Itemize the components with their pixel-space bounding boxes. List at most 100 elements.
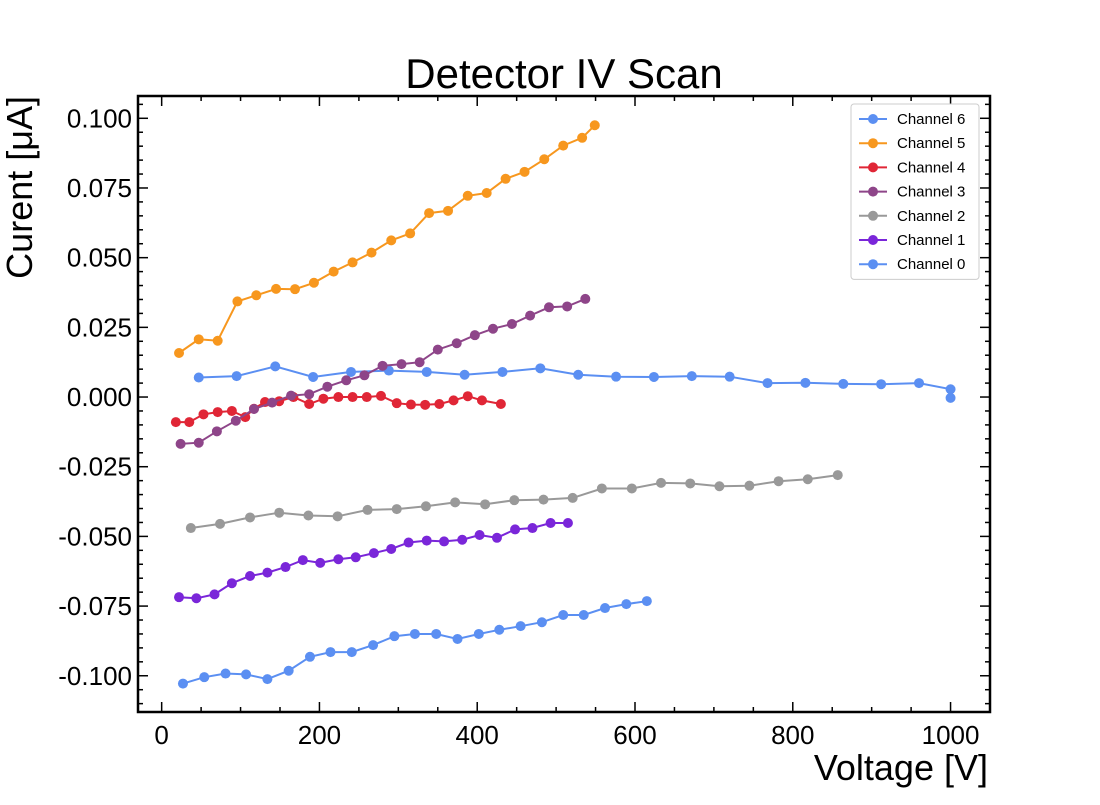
data-point <box>315 557 326 568</box>
data-point <box>773 476 784 487</box>
data-point <box>174 592 185 603</box>
data-point <box>462 391 473 402</box>
x-tick-label: 0 <box>154 720 168 750</box>
data-point <box>359 370 370 381</box>
data-point <box>361 392 372 403</box>
data-point <box>558 610 569 621</box>
data-point <box>304 651 315 662</box>
data-point <box>480 499 491 510</box>
data-point <box>580 293 591 304</box>
data-point <box>220 668 231 679</box>
data-point <box>562 518 573 529</box>
data-point <box>539 154 550 165</box>
data-point <box>500 173 511 184</box>
series-channel-0 <box>177 596 652 689</box>
data-point <box>209 589 220 600</box>
data-point <box>573 369 584 380</box>
data-point <box>600 603 611 614</box>
data-point <box>270 361 281 372</box>
data-point <box>567 492 578 503</box>
data-point <box>333 554 344 565</box>
data-point <box>448 395 459 406</box>
data-point <box>212 335 223 346</box>
data-point <box>497 366 508 377</box>
data-point <box>304 399 315 409</box>
data-point <box>193 334 204 345</box>
data-point <box>641 596 652 607</box>
data-point <box>495 399 506 409</box>
data-point <box>215 518 226 529</box>
x-tick-label: 1000 <box>922 720 980 750</box>
data-point <box>231 371 242 382</box>
data-point <box>589 120 600 131</box>
data-point <box>506 319 517 330</box>
data-point <box>346 647 357 658</box>
data-point <box>198 409 209 420</box>
data-point <box>744 480 755 491</box>
data-point <box>432 344 443 355</box>
legend-swatch-marker <box>868 138 878 149</box>
data-point <box>347 392 358 403</box>
data-point <box>245 512 256 523</box>
legend-label: Channel 4 <box>897 159 965 176</box>
data-point <box>515 621 526 632</box>
legend-swatch-marker <box>868 186 878 197</box>
y-tick-label: -0.100 <box>58 661 132 691</box>
data-point <box>267 397 278 408</box>
data-point <box>391 504 402 515</box>
data-point <box>876 379 887 390</box>
data-point <box>420 501 431 512</box>
data-point <box>577 132 588 143</box>
data-point <box>318 393 329 404</box>
data-point <box>474 530 485 541</box>
y-axis-label: Curent [μA] <box>0 96 40 279</box>
data-point <box>405 399 416 410</box>
data-point <box>240 412 251 423</box>
data-point <box>476 395 487 406</box>
legend-swatch-marker <box>868 235 878 245</box>
data-point <box>434 399 445 409</box>
legend-label: Channel 2 <box>897 208 965 225</box>
series-channel-4 <box>170 390 506 428</box>
legend-swatch-marker <box>868 114 878 124</box>
data-point <box>308 277 319 288</box>
data-point <box>527 523 538 534</box>
data-point <box>488 323 498 334</box>
data-point <box>421 366 432 377</box>
data-point <box>596 483 607 494</box>
data-point <box>494 624 505 635</box>
data-point <box>286 390 297 401</box>
data-point <box>510 524 521 535</box>
data-point <box>459 369 470 380</box>
data-point <box>420 399 431 410</box>
series-line <box>178 522 568 600</box>
data-point <box>304 389 315 400</box>
data-point <box>509 495 520 506</box>
y-tick-label: 0.075 <box>67 173 132 203</box>
series-channel-3 <box>175 293 591 449</box>
data-point <box>409 628 420 639</box>
data-point <box>536 617 547 628</box>
data-point <box>333 392 344 403</box>
data-point <box>271 283 282 294</box>
data-point <box>544 302 555 313</box>
data-point <box>232 296 243 307</box>
data-point <box>431 628 442 639</box>
data-point <box>368 640 379 651</box>
y-tick-label: 0.050 <box>67 243 132 273</box>
legend-box <box>850 103 980 280</box>
x-tick-label: 600 <box>613 720 656 750</box>
data-point <box>451 338 462 349</box>
series-channel-2 <box>185 470 843 534</box>
data-point <box>332 511 343 522</box>
axes: 0 200 400 600 800 1000 -0.100 -0.075 -0.050 -0.02… <box>58 96 991 750</box>
data-point <box>248 404 259 415</box>
plot-frame <box>136 94 992 714</box>
data-point <box>473 628 484 639</box>
data-point <box>245 570 256 581</box>
data-point <box>626 483 637 494</box>
x-tick-label: 400 <box>456 720 499 750</box>
data-point <box>538 494 549 505</box>
data-point <box>714 481 725 492</box>
